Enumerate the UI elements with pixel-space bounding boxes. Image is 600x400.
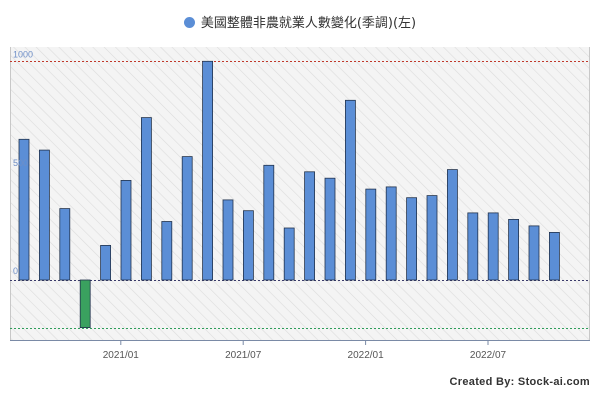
bar[interactable] xyxy=(324,177,336,281)
bar[interactable] xyxy=(365,188,377,281)
bar[interactable] xyxy=(344,99,356,281)
bar[interactable] xyxy=(528,225,540,281)
y-tick-label: 500 xyxy=(13,158,28,168)
bar[interactable] xyxy=(161,221,173,281)
bar[interactable] xyxy=(446,169,458,281)
bar[interactable] xyxy=(406,197,418,281)
x-tick-labels: 2021/01 2021/07 2022/01 2022/07 xyxy=(103,340,507,361)
bar[interactable] xyxy=(263,164,275,281)
legend-marker xyxy=(183,17,195,28)
x-tick-label: 2022/07 xyxy=(470,350,507,361)
bar[interactable] xyxy=(508,218,520,281)
bar[interactable] xyxy=(39,149,50,281)
bar[interactable] xyxy=(385,186,397,281)
bar[interactable] xyxy=(549,231,560,281)
bar[interactable] xyxy=(426,195,438,281)
bar[interactable] xyxy=(222,199,234,281)
y-tick-label: 0 xyxy=(13,266,18,276)
y-tick-label: 1000 xyxy=(13,50,33,60)
y-tick-labels: 1000 500 0 xyxy=(13,50,33,277)
reference-lines xyxy=(10,61,590,329)
x-tick-label: 2022/01 xyxy=(348,350,385,361)
bar[interactable] xyxy=(120,179,132,281)
bars xyxy=(18,60,560,328)
plot-area xyxy=(10,47,590,340)
bar[interactable] xyxy=(467,212,479,281)
bar[interactable] xyxy=(18,138,30,281)
bar[interactable] xyxy=(242,210,254,281)
x-tick-label: 2021/07 xyxy=(225,350,262,361)
bar[interactable] xyxy=(202,60,214,281)
credit-text: Created By: Stock-ai.com xyxy=(449,376,590,388)
bar[interactable] xyxy=(283,227,295,281)
bar[interactable] xyxy=(304,171,316,281)
legend[interactable]: 美國整體非農就業人數變化(季調)(左) xyxy=(0,12,600,31)
legend-label: 美國整體非農就業人數變化(季調)(左) xyxy=(200,16,417,31)
bar[interactable] xyxy=(181,156,193,281)
bar[interactable] xyxy=(487,212,499,281)
bar[interactable] xyxy=(140,117,152,281)
bar[interactable] xyxy=(59,208,71,281)
bar[interactable] xyxy=(79,279,91,328)
x-tick-label: 2021/01 xyxy=(103,350,140,361)
bar[interactable] xyxy=(100,244,111,281)
